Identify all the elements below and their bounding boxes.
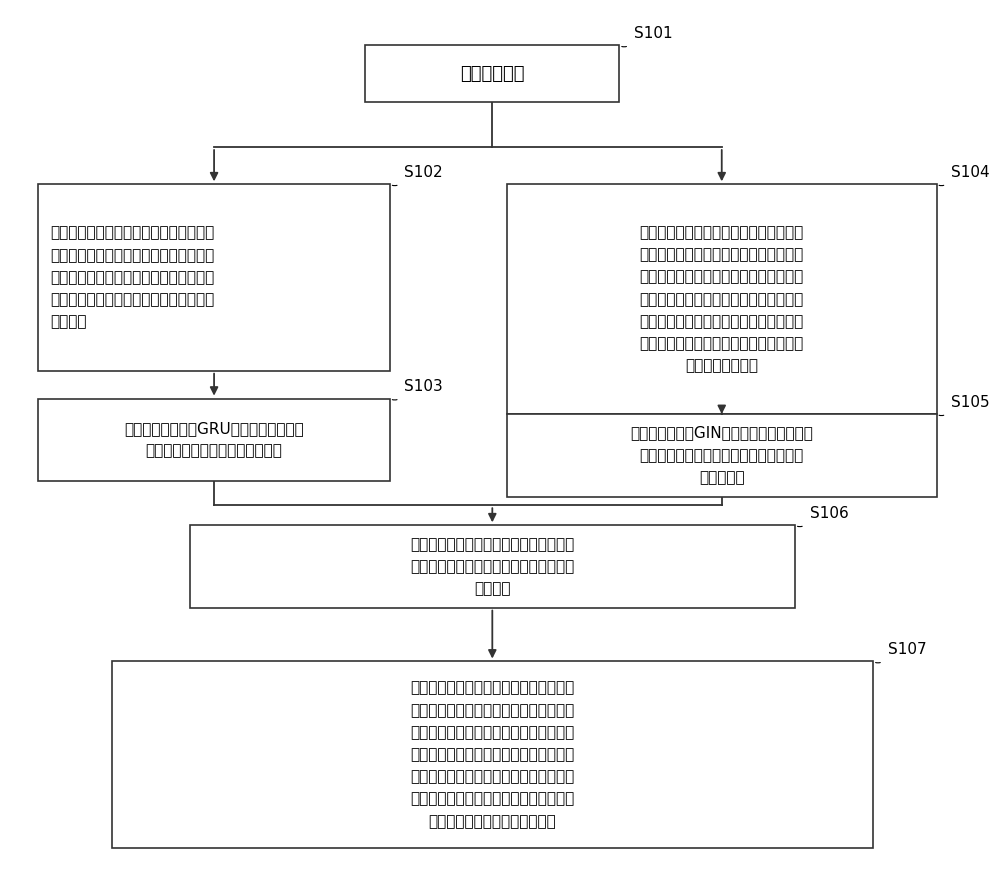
Text: S101: S101 [634, 26, 672, 41]
Bar [112, 661, 873, 848]
Text: S106: S106 [810, 505, 848, 521]
Bar [190, 526, 795, 608]
Bar [507, 414, 937, 497]
Bar [38, 184, 390, 371]
Text: 利用门控循环单元GRU模型处理所述第一
代码向量，得到第一代码特征向量: 利用门控循环单元GRU模型处理所述第一 代码向量，得到第一代码特征向量 [124, 421, 304, 458]
Text: S107: S107 [888, 642, 926, 657]
Text: S105: S105 [951, 395, 990, 410]
Text: 构建所述训练代码的第一代码属性图，对
所述第一代码属性图包括的节点进行向量
化处理，得到第一节点向量，所述第一节
点向量包括第一叶子节点向量和第一非叶
子节点向: 构建所述训练代码的第一代码属性图，对 所述第一代码属性图包括的节点进行向量 化处… [640, 225, 804, 373]
Text: 获取训练代码: 获取训练代码 [460, 65, 525, 82]
Text: 利用图同构网络GIN模型处理所述第一代码
属性图，得到第一节点特征向量和第一全
图特征向量: 利用图同构网络GIN模型处理所述第一代码 属性图，得到第一节点特征向量和第一全 … [630, 426, 813, 485]
Bar [507, 184, 937, 414]
Bar [38, 399, 390, 481]
Text: S104: S104 [951, 165, 990, 180]
Text: S103: S103 [404, 379, 443, 394]
Text: 将第一代码特征向量、第一节点特征向量
和第一全图特征向量进行拼接，得到训练
特征向量: 将第一代码特征向量、第一节点特征向量 和第一全图特征向量进行拼接，得到训练 特征… [410, 537, 574, 596]
Text: 按照所述训练代码包括的各个函数，将所
述训练代码划分为各个所述函数对应的第
一代码段，将所述第一代码段转换为第一
代码向量，各个所述第一代码向量的向量
长度相同: 按照所述训练代码包括的各个函数，将所 述训练代码划分为各个所述函数对应的第 一代… [50, 226, 214, 329]
Text: S102: S102 [404, 165, 443, 180]
Bar [365, 46, 619, 102]
Text: 利用所述训练特征向量、第一标签和第二
标签训练代码漏洞检测模型，直到满足训
练条件时得到完成训练的代码漏洞检测模
型，所述第一标签用于指示所述第一节点
向量构成: 利用所述训练特征向量、第一标签和第二 标签训练代码漏洞检测模型，直到满足训 练条… [410, 681, 574, 829]
